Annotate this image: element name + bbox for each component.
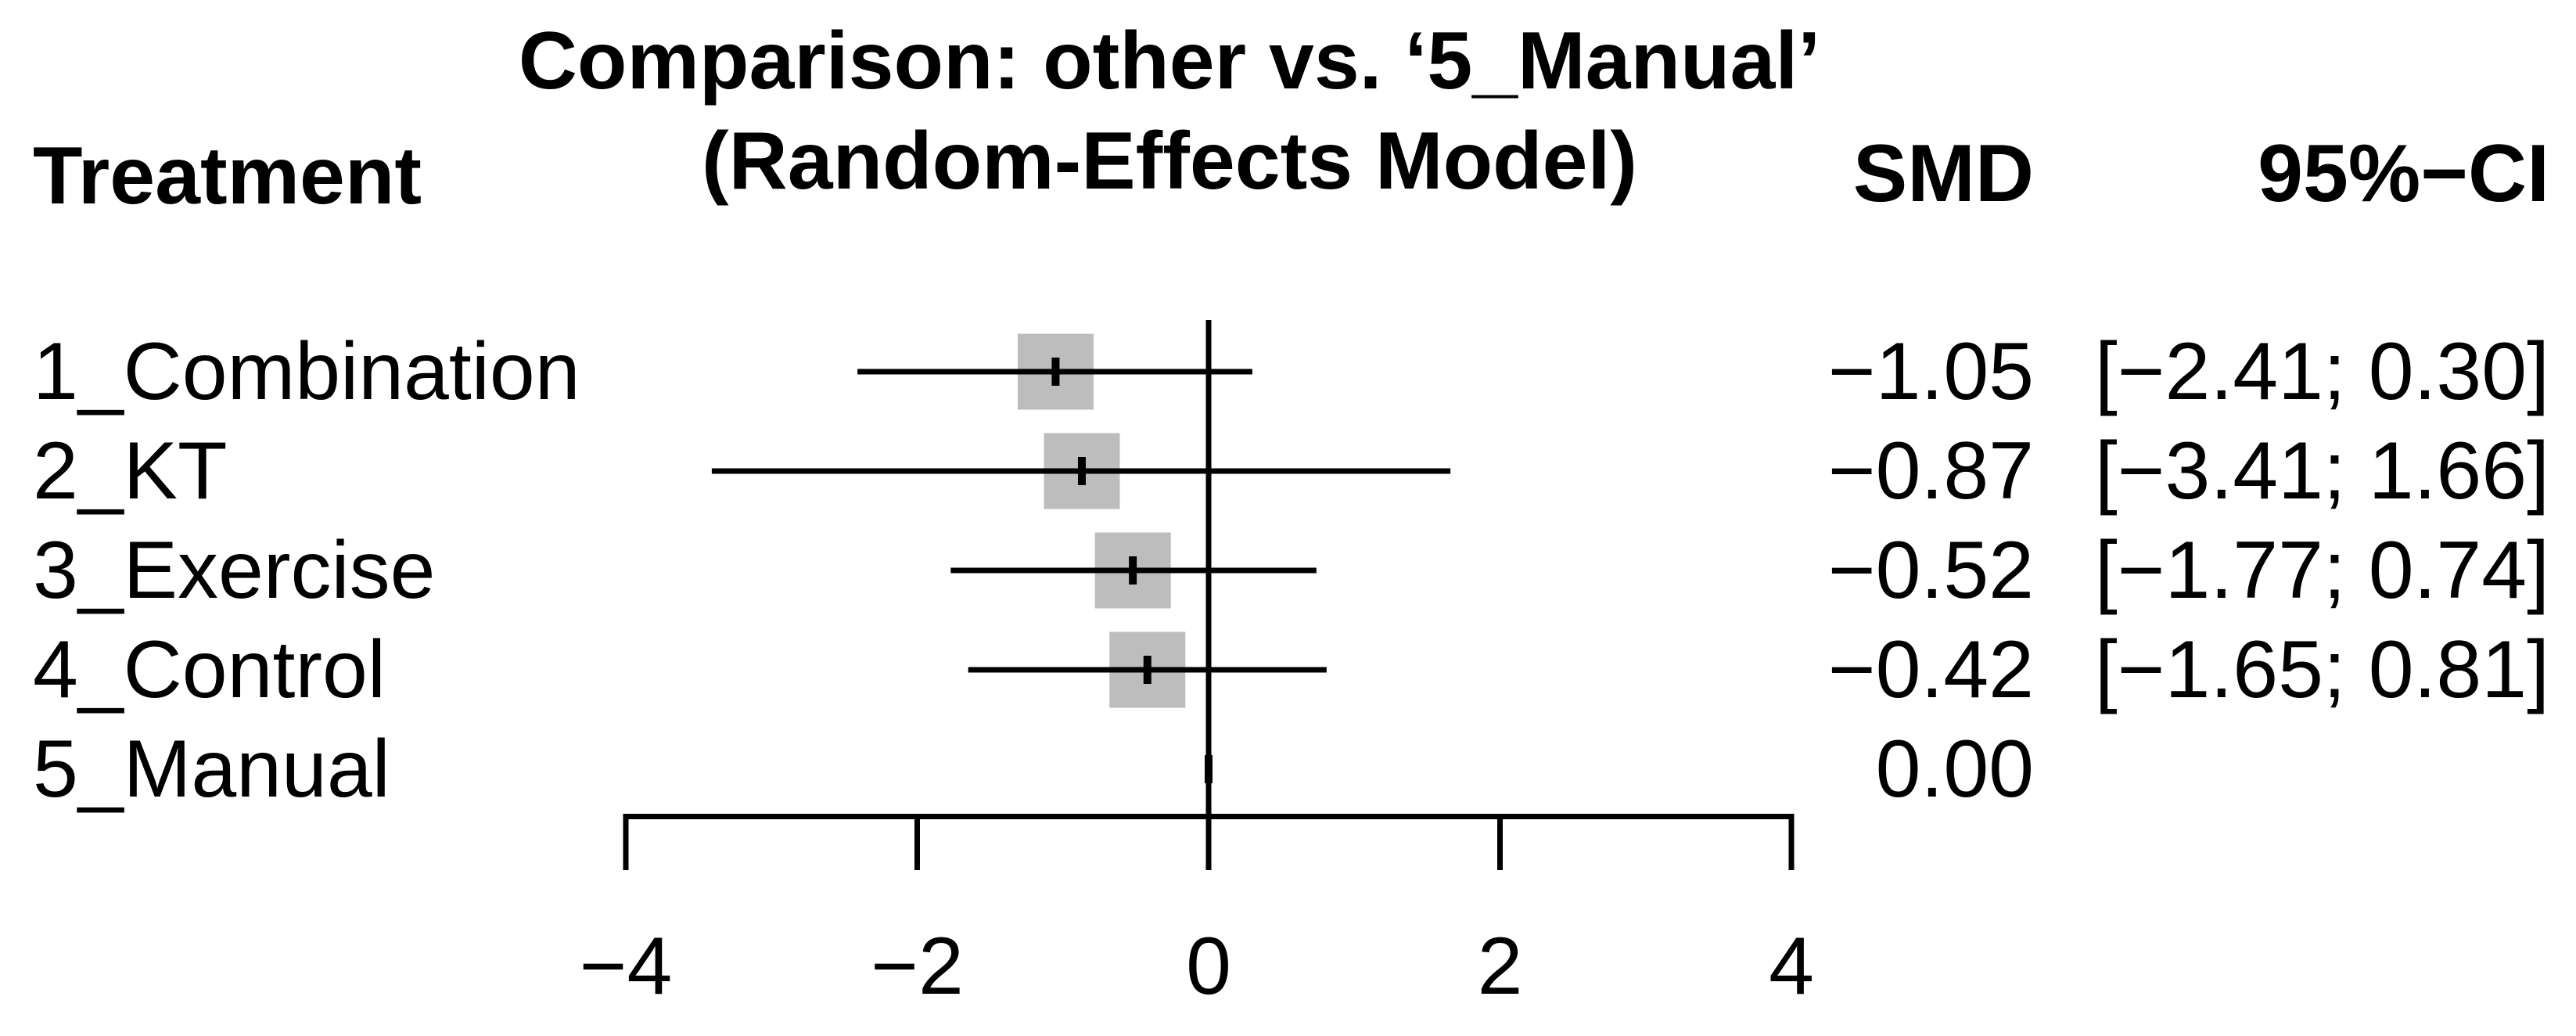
x-tick-label: 2 [1477, 921, 1523, 1012]
row-label-treatment: 2_KT [33, 426, 228, 516]
row-value-smd: −0.52 [1827, 525, 2034, 616]
x-tick-label: −4 [579, 921, 673, 1012]
row-value-ci: [−2.41; 0.30] [2094, 326, 2549, 417]
chart-title-line2: (Random-Effects Model) [702, 116, 1637, 207]
row-value-smd: −0.87 [1827, 426, 2034, 516]
x-tick-label: 4 [1769, 921, 1814, 1012]
col-header-treatment: Treatment [33, 131, 422, 221]
row-label-treatment: 4_Control [33, 624, 386, 715]
row-value-ci: [−1.65; 0.81] [2094, 624, 2549, 715]
estimate-marker-tick [1051, 358, 1060, 386]
row-value-ci: [−3.41; 1.66] [2094, 426, 2549, 516]
estimate-marker-tick [1143, 656, 1151, 684]
col-header-ci: 95%−CI [2258, 128, 2549, 219]
row-label-treatment: 1_Combination [33, 326, 580, 417]
x-tick-label: −2 [871, 921, 964, 1012]
estimate-marker-tick [1077, 457, 1086, 485]
row-value-ci: [−1.77; 0.74] [2094, 525, 2549, 616]
x-tick-label: 0 [1186, 921, 1231, 1012]
row-value-smd: −1.05 [1827, 326, 2034, 417]
row-value-smd: 0.00 [1875, 724, 2034, 815]
estimate-marker-tick [1129, 556, 1137, 585]
chart-title-line1: Comparison: other vs. ‘5_Manual’ [518, 16, 1821, 106]
row-label-treatment: 3_Exercise [33, 525, 436, 616]
col-header-smd: SMD [1852, 128, 2034, 219]
row-value-smd: −0.42 [1827, 624, 2034, 715]
row-label-treatment: 5_Manual [33, 724, 390, 815]
